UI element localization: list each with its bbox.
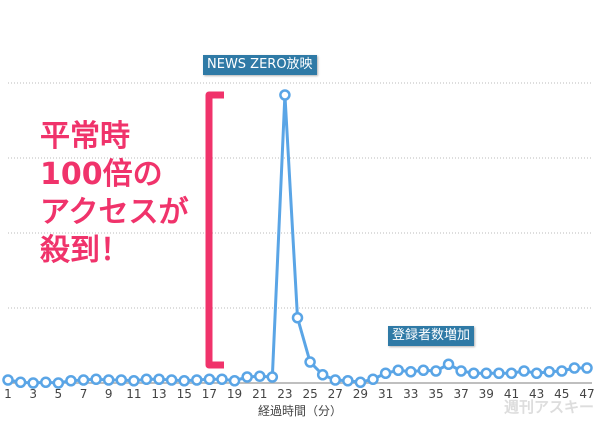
x-tick-label: 43 [529,387,544,401]
data-point [304,356,316,368]
x-tick-label: 25 [302,387,317,401]
data-point [77,374,90,386]
data-point [253,370,266,382]
data-point [2,374,14,386]
data-point [329,374,342,386]
data-point [165,374,178,386]
data-point [102,374,115,386]
data-point [291,312,304,324]
x-tick-label: 31 [378,387,393,401]
data-point [153,373,165,385]
data-point [203,373,216,385]
x-tick-label: 27 [328,387,343,401]
data-point [392,364,404,376]
x-axis-label: 経過時間（分） [257,404,342,418]
watermark: 週刊アスキー [503,398,594,416]
x-tick-label: 17 [202,387,217,401]
data-point [128,375,140,387]
rise-annotation: 登録者数増加 [388,326,475,346]
data-point [417,364,430,376]
data-point [266,371,279,383]
data-point [467,367,480,379]
peak-annotation: NEWS ZERO放映 [203,55,317,75]
x-tick-label: 39 [479,387,494,401]
data-point [140,373,153,385]
x-tick-label: 9 [105,387,113,401]
data-point [568,362,581,374]
data-point [241,371,253,383]
data-point [430,365,442,377]
data-point [65,375,77,387]
data-point [52,377,65,389]
x-tick-label: 35 [428,387,443,401]
data-point [442,358,455,370]
data-point [40,376,52,388]
data-point [191,374,203,386]
x-tick-label: 29 [353,387,368,401]
data-point [379,367,392,379]
data-point [480,367,493,379]
x-tick-label: 37 [453,387,468,401]
data-point [216,373,228,385]
data-point [115,374,128,386]
data-point [581,362,593,374]
highlight-bracket [205,91,224,369]
data-point [530,367,543,379]
x-tick-label: 33 [403,387,418,401]
x-tick-label: 1 [4,387,12,401]
x-tick-label: 21 [252,387,267,401]
x-tick-label: 45 [554,387,569,401]
data-point [178,375,190,387]
x-tick-label: 3 [29,387,37,401]
data-point [316,369,329,381]
data-point [518,365,530,377]
data-point [279,89,291,101]
x-tick-label: 23 [277,387,292,401]
x-tick-label: 41 [504,387,519,401]
data-point [354,376,367,388]
x-tick-label: 11 [126,387,141,401]
data-point [27,377,39,389]
data-point [14,376,27,388]
data-point [405,366,417,378]
data-point [228,375,241,387]
data-point [342,375,354,387]
highlight-text: 平常時 100倍の アクセスが 殺到！ [40,119,189,268]
data-point [367,373,379,385]
x-tick-label: 15 [177,387,192,401]
data-point [543,366,555,378]
data-point [455,365,467,377]
x-tick-label: 19 [227,387,242,401]
data-point [90,373,102,385]
x-tick-label: 47 [579,387,594,401]
data-point [505,367,518,379]
data-point [493,367,505,379]
x-tick-label: 7 [80,387,88,401]
x-tick-label: 13 [151,387,166,401]
data-point [556,365,568,377]
x-tick-label: 5 [55,387,63,401]
